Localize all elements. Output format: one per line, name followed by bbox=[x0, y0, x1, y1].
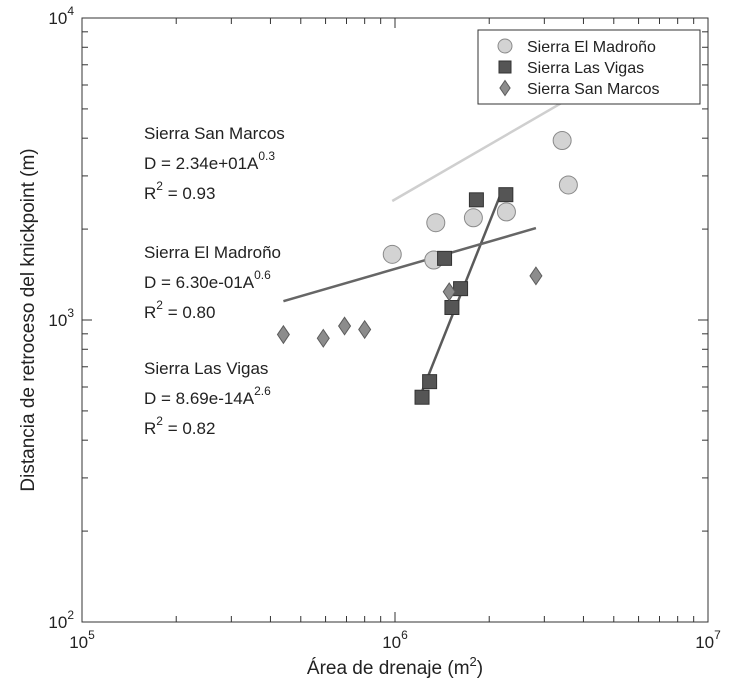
data-point bbox=[338, 316, 352, 336]
fit-lines bbox=[283, 98, 568, 398]
legend-label: Sierra Las Vigas bbox=[527, 60, 644, 77]
y-axis-label: Distancia de retroceso del knickpoint (m… bbox=[18, 148, 39, 491]
annotation-equation: D = 6.30e-01A0.6 bbox=[144, 268, 271, 292]
data-point bbox=[442, 282, 456, 302]
legend: Sierra El Madroño Sierra Las Vigas Sierra … bbox=[477, 29, 701, 105]
data-point bbox=[422, 374, 438, 390]
data-markers bbox=[276, 130, 578, 405]
data-point bbox=[552, 130, 572, 150]
data-point bbox=[558, 175, 578, 195]
x-tick-label: 105 bbox=[69, 628, 95, 652]
legend-marker bbox=[499, 79, 511, 97]
annotation-title: Sierra El Madroño bbox=[144, 243, 281, 262]
annotation-equation: D = 8.69e-14A2.6 bbox=[144, 384, 271, 408]
axes: 105 106 107 102 103 104 Área de drenaje (m2) Di… bbox=[18, 4, 721, 679]
data-point bbox=[426, 213, 446, 233]
y-tick-label: 102 bbox=[48, 608, 74, 632]
regression-annotations: Sierra San Marcos D = 2.34e+01A0.3 R2 = 0.… bbox=[144, 124, 285, 438]
data-point bbox=[358, 319, 372, 340]
x-axis-label: Área de drenaje (m2) bbox=[307, 654, 483, 679]
annotation-r2: R2 = 0.82 bbox=[144, 414, 215, 438]
data-point bbox=[382, 244, 402, 264]
data-point bbox=[496, 202, 516, 222]
annotation-r2: R2 = 0.80 bbox=[144, 298, 215, 322]
data-point bbox=[529, 266, 543, 286]
plot-area-frame bbox=[81, 17, 709, 623]
annotation-r2: R2 = 0.93 bbox=[144, 179, 215, 203]
y-tick-label: 103 bbox=[48, 306, 74, 330]
data-point bbox=[463, 208, 483, 228]
x-tick-label: 107 bbox=[695, 628, 721, 652]
data-point bbox=[276, 324, 290, 345]
data-point bbox=[414, 389, 430, 405]
legend-marker bbox=[497, 38, 513, 54]
legend-marker bbox=[498, 60, 512, 74]
data-point bbox=[453, 281, 469, 297]
data-point bbox=[498, 187, 514, 203]
legend-box bbox=[477, 29, 701, 105]
data-point bbox=[444, 299, 460, 315]
data-point bbox=[316, 328, 330, 348]
annotation-equation: D = 2.34e+01A0.3 bbox=[144, 149, 275, 173]
legend-label: Sierra El Madroño bbox=[527, 39, 656, 56]
annotation-title: Sierra Las Vigas bbox=[144, 359, 268, 378]
data-point bbox=[468, 192, 484, 208]
data-point bbox=[437, 250, 453, 266]
x-tick-label: 106 bbox=[382, 628, 408, 652]
y-tick-label: 104 bbox=[48, 4, 74, 28]
annotation-title: Sierra San Marcos bbox=[144, 124, 285, 143]
fit-line bbox=[283, 226, 537, 303]
fit-line bbox=[391, 98, 568, 203]
legend-label: Sierra San Marcos bbox=[527, 81, 660, 98]
